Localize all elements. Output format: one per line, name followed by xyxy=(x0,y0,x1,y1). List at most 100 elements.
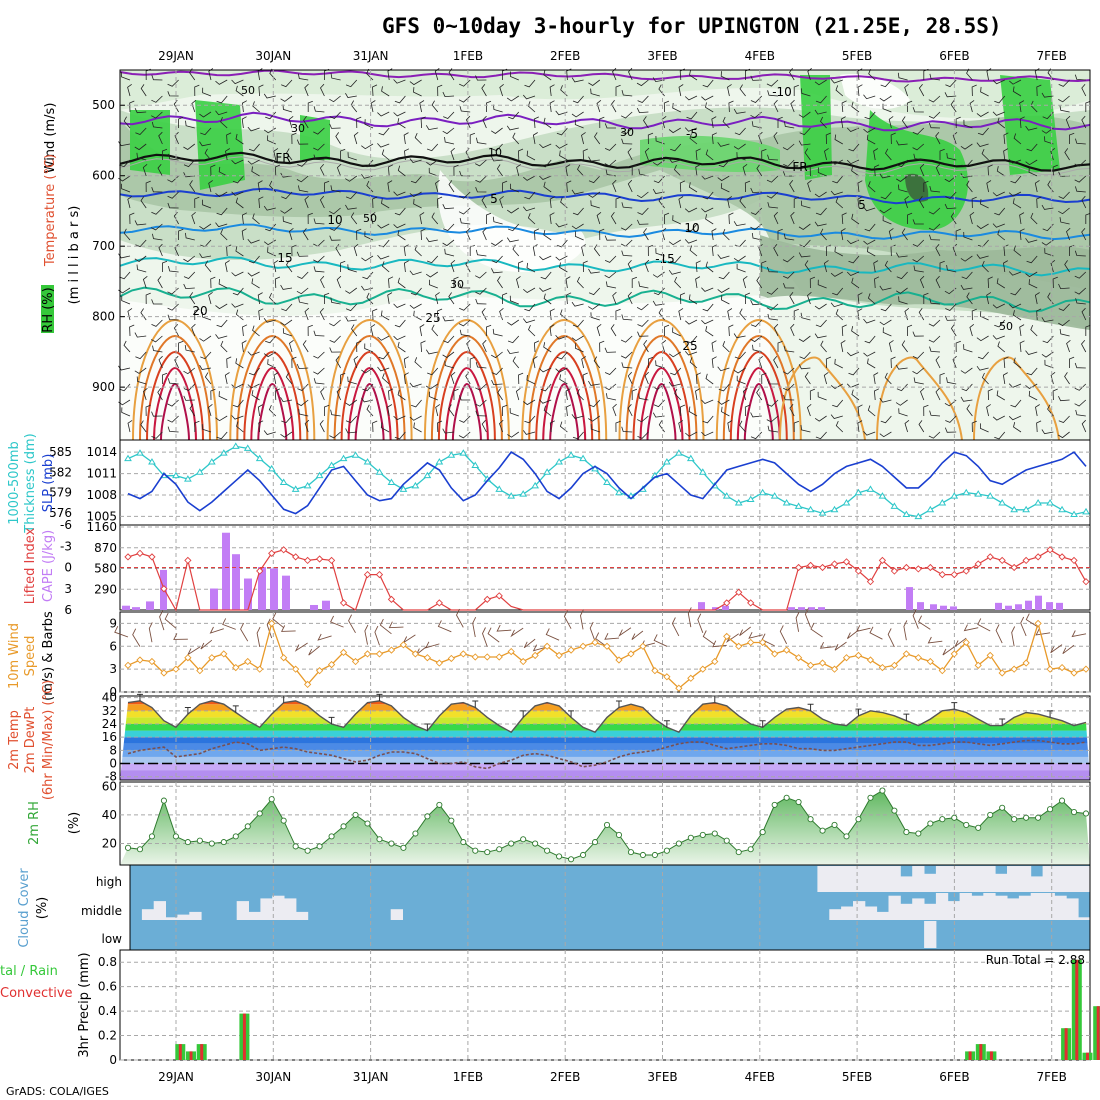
wind-barb xyxy=(896,140,908,146)
rh-shading xyxy=(760,235,1090,330)
wind-barb xyxy=(549,84,555,97)
thickness-tick: 576 xyxy=(49,506,72,520)
wind-barb xyxy=(590,424,600,433)
wind-barb xyxy=(987,388,993,401)
wind-barb xyxy=(458,431,471,439)
wind-barb xyxy=(987,276,993,289)
wind-barb xyxy=(976,254,989,259)
thickness-point xyxy=(567,451,575,458)
wind-barb xyxy=(863,351,876,357)
precip-total-bar xyxy=(1093,1006,1100,1060)
cloud-cell xyxy=(165,917,178,920)
temp-frame xyxy=(119,695,1091,781)
thickness-point xyxy=(866,485,875,492)
wind-barb xyxy=(173,324,179,337)
warm-contour xyxy=(229,318,316,441)
wind-barb xyxy=(291,132,297,145)
wind-barb xyxy=(220,340,228,353)
rh-point xyxy=(376,836,383,843)
wind-barb xyxy=(509,407,519,417)
wind-barb xyxy=(247,159,260,165)
surface-wind-barb xyxy=(402,634,416,644)
wind-barb xyxy=(997,229,1006,241)
wind-barb xyxy=(280,172,293,178)
rh-contour-label: 30 xyxy=(450,278,464,291)
lifted-index-point xyxy=(315,555,324,563)
wind-barb xyxy=(758,243,763,257)
thickness-point xyxy=(842,498,851,506)
wind-barb xyxy=(329,235,341,241)
wind-barb xyxy=(668,127,682,134)
wind-barb xyxy=(1050,259,1056,273)
wind-barb xyxy=(868,69,876,81)
wind-barb xyxy=(631,388,638,400)
wind-barb xyxy=(185,232,195,241)
surface-wind-barb xyxy=(855,625,871,632)
wind-barb xyxy=(996,278,1006,289)
lifted-index-point xyxy=(136,549,144,557)
cloud-cell xyxy=(260,898,273,920)
wind-speed-point xyxy=(759,638,767,647)
wind-barb xyxy=(378,351,390,360)
surface-wind-barb xyxy=(186,646,201,656)
wind-barb xyxy=(1081,340,1087,353)
wind-barb xyxy=(742,275,748,289)
wind-barb xyxy=(330,409,341,417)
wind-barb xyxy=(695,388,701,401)
wind-barb xyxy=(453,276,459,289)
wind-barb xyxy=(307,212,313,225)
wind-barb xyxy=(610,212,617,225)
wind-barb xyxy=(466,227,471,241)
wind-speed-point xyxy=(711,657,719,666)
cloud-cell xyxy=(236,901,249,920)
wind-barb xyxy=(711,244,717,257)
wind-speed-point xyxy=(627,650,635,658)
surface-wind-barb xyxy=(1020,616,1027,637)
pressure-tick: 800 xyxy=(92,310,115,324)
wind-barb xyxy=(783,233,795,241)
surface-wind-barb xyxy=(589,621,596,642)
warm-contour xyxy=(528,334,601,441)
wind-barb xyxy=(961,383,973,392)
wind-barb xyxy=(429,279,438,289)
wind-barb xyxy=(627,259,633,273)
wind-speed-point xyxy=(1022,659,1030,667)
wind-barb xyxy=(1057,431,1070,439)
wind-barb xyxy=(711,132,717,145)
wind-barb xyxy=(329,347,341,353)
wind-barb xyxy=(1050,147,1056,161)
rh-point xyxy=(292,843,299,850)
rh-tick: 40 xyxy=(102,808,117,822)
wind-barb xyxy=(627,371,633,385)
temp-contour-label: -10 xyxy=(772,85,792,99)
cape-bar xyxy=(798,607,805,610)
cloud-tick-low: low xyxy=(102,932,123,946)
wind-barb xyxy=(960,367,973,374)
wind-barb xyxy=(960,396,973,402)
wind-barb xyxy=(581,356,587,369)
wind-barb xyxy=(809,164,816,177)
slp-label-a: 1000-500mb xyxy=(7,441,22,525)
thickness-point xyxy=(387,478,396,485)
wind-barb xyxy=(394,319,406,328)
wind-barb xyxy=(409,415,422,421)
wind-barb xyxy=(231,271,244,277)
wind-barb xyxy=(814,415,827,422)
wind-barb xyxy=(151,335,163,343)
wind-barb xyxy=(185,120,195,129)
wind-barb xyxy=(543,69,552,81)
rh-point xyxy=(663,847,670,854)
precip-tick: 0.4 xyxy=(98,1004,117,1018)
wind-speed-point xyxy=(699,665,707,673)
wind-tick: 3 xyxy=(109,662,117,676)
rh-contour-label: 30 xyxy=(291,122,305,135)
temp-tick: 32 xyxy=(102,704,117,718)
wind-speed-point xyxy=(818,659,827,667)
wind-barb xyxy=(1081,307,1087,321)
pressure-tick: 700 xyxy=(92,239,115,253)
wind-barb xyxy=(761,372,767,385)
wind-barb xyxy=(393,223,406,229)
surface-wind-barb xyxy=(1011,626,1016,647)
wind-barb xyxy=(1019,116,1025,129)
